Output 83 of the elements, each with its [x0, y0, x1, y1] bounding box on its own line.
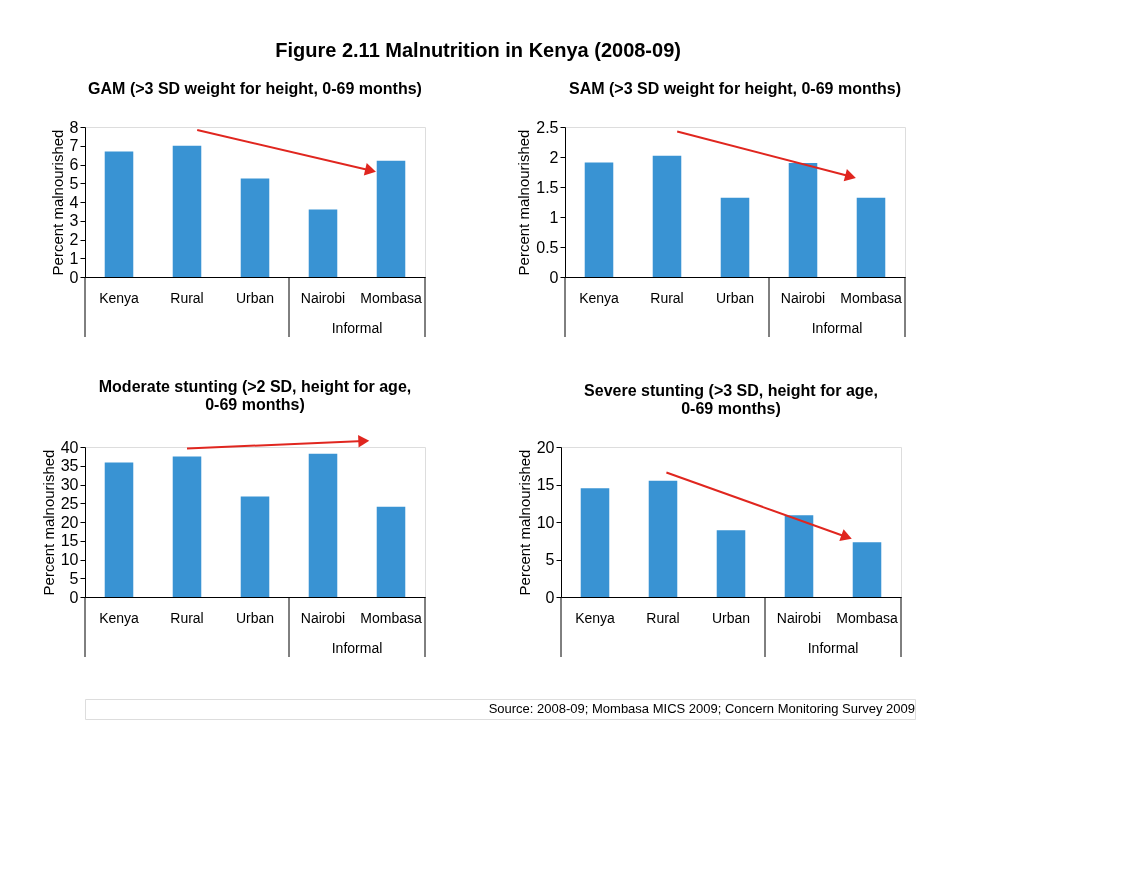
bar [240, 178, 270, 277]
bar [104, 462, 134, 597]
bar [652, 155, 682, 277]
x-tick-label: Nairobi [776, 609, 822, 626]
bar [172, 456, 202, 597]
y-tick-label: 1.5 [536, 178, 559, 196]
bar [104, 151, 134, 277]
y-tick-label: 8 [69, 118, 79, 136]
x-axis-title: Informal [811, 320, 863, 336]
x-tick-label: Nairobi [300, 289, 346, 306]
x-axis-title: Informal [807, 640, 859, 656]
x-tick-label: Mombasa [840, 289, 902, 306]
x-tick-label: Urban [235, 609, 275, 626]
y-tick-label: 10 [60, 551, 79, 568]
bar [784, 515, 814, 597]
bar [308, 209, 338, 277]
source-note: Source: 2008-09; Mombasa MICS 2009; Concern Monitoring Survey 2009 [488, 701, 915, 716]
x-axis-title: Informal [331, 640, 383, 656]
y-tick-label: 4 [69, 193, 79, 211]
x-tick-label: Kenya [575, 609, 616, 626]
x-tick-label: Kenya [99, 289, 140, 306]
x-tick-label: Urban [235, 289, 275, 306]
x-tick-label: Rural [170, 609, 204, 626]
bar [308, 453, 338, 597]
x-tick-label: Kenya [99, 609, 140, 626]
y-tick-label: 5 [545, 551, 555, 568]
y-tick-label: 1 [549, 208, 559, 226]
x-tick-label: Rural [650, 289, 684, 306]
y-axis-title: Percent malnourished [515, 129, 533, 276]
y-tick-label: 35 [60, 457, 79, 475]
x-tick-label: Rural [646, 609, 680, 626]
x-tick-label: Nairobi [780, 289, 826, 306]
y-tick-label: 0 [69, 588, 79, 606]
y-tick-label: 2 [549, 148, 559, 166]
y-tick-label: 15 [536, 476, 555, 493]
chart-title: GAM (>3 SD weight for height, 0-69 months) [88, 80, 422, 97]
y-tick-label: 0 [69, 268, 79, 286]
y-tick-label: 0 [545, 588, 555, 606]
y-tick-label: 10 [536, 513, 555, 531]
y-tick-label: 15 [60, 532, 79, 550]
bar [240, 496, 270, 597]
text: Figure 2.11 Malnutrition in Kenya (2008-09) [275, 38, 681, 61]
bar [376, 506, 406, 597]
chart-title: Moderate stunting (>2 SD, height for age, 0-69 months) [98, 377, 412, 413]
x-tick-label: Mombasa [360, 609, 422, 626]
y-axis-title: Percent malnourished [39, 449, 57, 596]
y-tick-label: 7 [69, 137, 79, 155]
x-axis-title: Informal [331, 320, 383, 336]
y-tick-label: 0 [549, 268, 559, 286]
x-tick-label: Urban [711, 609, 751, 626]
bar [720, 197, 750, 277]
bar [584, 162, 614, 277]
x-tick-label: Nairobi [300, 609, 346, 626]
y-tick-label: 3 [69, 212, 79, 230]
y-tick-label: 6 [69, 156, 79, 173]
y-tick-label: 1 [69, 249, 79, 267]
x-tick-label: Rural [170, 289, 204, 306]
y-tick-label: 20 [536, 438, 555, 456]
bar [648, 480, 678, 597]
y-tick-label: 30 [60, 476, 79, 493]
y-axis-title: Percent malnourished [515, 449, 533, 596]
bar [788, 163, 818, 277]
x-tick-label: Mombasa [836, 609, 898, 626]
chart-title: Severe stunting (>3 SD, height for age, 0-69 months) [584, 382, 878, 417]
bar [172, 145, 202, 277]
y-tick-label: 2 [69, 231, 79, 248]
x-tick-label: Kenya [579, 289, 620, 306]
y-axis-title: Percent malnourished [48, 129, 66, 276]
y-tick-label: 25 [60, 494, 79, 512]
chart-title: SAM (>3 SD weight for height, 0-69 months) [568, 80, 902, 97]
bar [376, 160, 406, 277]
bar [856, 197, 886, 277]
bar [716, 530, 746, 597]
bar [852, 542, 882, 597]
x-tick-label: Urban [715, 289, 755, 306]
y-tick-label: 5 [69, 174, 79, 192]
y-tick-label: 20 [60, 513, 79, 531]
y-tick-label: 0.5 [536, 238, 559, 256]
bar [580, 488, 610, 597]
x-tick-label: Mombasa [360, 289, 422, 306]
y-tick-label: 5 [69, 569, 79, 587]
y-tick-label: 40 [60, 438, 79, 456]
y-tick-label: 2.5 [536, 118, 559, 136]
